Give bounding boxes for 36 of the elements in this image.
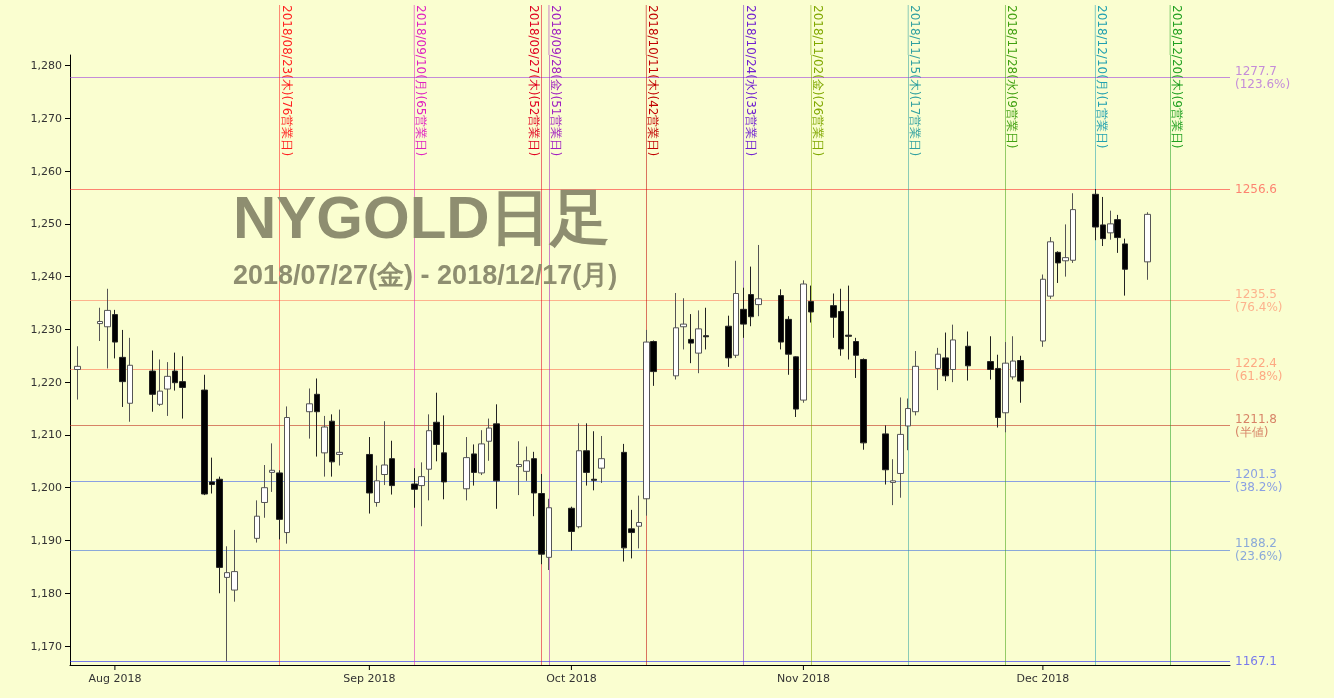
ref-line-label: 1277.7 (123.6%) — [1235, 64, 1291, 92]
ref-line-label: 1256.6 — [1235, 182, 1277, 197]
y-tick-label: 1,240 — [30, 270, 62, 284]
y-tick-label: 1,210 — [30, 428, 62, 442]
ref-line-label: 2018/09/28(金)(51営業日) — [548, 5, 563, 157]
ref-line-label: 1167.1 — [1235, 654, 1277, 669]
y-tick-label: 1,170 — [30, 639, 62, 653]
y-tick-label: 1,230 — [30, 322, 62, 336]
ref-line-label: 2018/09/27(木)(52営業日) — [527, 5, 542, 157]
ref-line-label: 2018/10/24(水)(33営業日) — [743, 5, 758, 157]
ref-line-label: 2018/11/15(木)(17営業日) — [908, 5, 923, 157]
x-tick-label: Sep 2018 — [343, 672, 396, 685]
ref-line-label: 2018/11/28(水)(9営業日) — [1005, 5, 1020, 149]
ref-line-label: 2018/08/23(木)(76営業日) — [279, 5, 294, 157]
y-tick-label: 1,220 — [30, 375, 62, 389]
x-tick-label: Nov 2018 — [776, 672, 830, 685]
ref-line-label: 2018/12/10(月)(1営業日) — [1095, 5, 1110, 149]
ref-line-label: 1235.5 (76.4%) — [1235, 286, 1283, 314]
y-tick-label: 1,180 — [30, 586, 62, 600]
y-tick-label: 1,280 — [30, 59, 62, 73]
y-tick-label: 1,200 — [30, 481, 62, 495]
x-tick-label: Aug 2018 — [88, 672, 142, 685]
ref-line-label: 2018/11/02(金)(26営業日) — [810, 5, 825, 157]
y-tick-label: 1,190 — [30, 533, 62, 547]
ref-line-label: 2018/12/20(木)(9営業日) — [1170, 5, 1185, 149]
ref-line-label: 2018/10/11(木)(42営業日) — [646, 5, 661, 157]
x-tick-label: Dec 2018 — [1016, 672, 1070, 685]
ref-line-label: 2018/09/10(月)(65営業日) — [414, 5, 429, 157]
ref-line-label: 1222.4 (61.8%) — [1235, 356, 1283, 383]
ref-line-label: 1188.2 (23.6%) — [1235, 536, 1283, 564]
ref-line-label: 1211.8 (半値) — [1235, 411, 1277, 439]
x-tick-label: Oct 2018 — [546, 672, 597, 685]
y-tick-label: 1,270 — [30, 111, 62, 125]
y-tick-label: 1,250 — [30, 217, 62, 231]
y-tick-label: 1,260 — [30, 164, 62, 178]
ref-line-label: 1201.3 (38.2%) — [1235, 467, 1283, 495]
